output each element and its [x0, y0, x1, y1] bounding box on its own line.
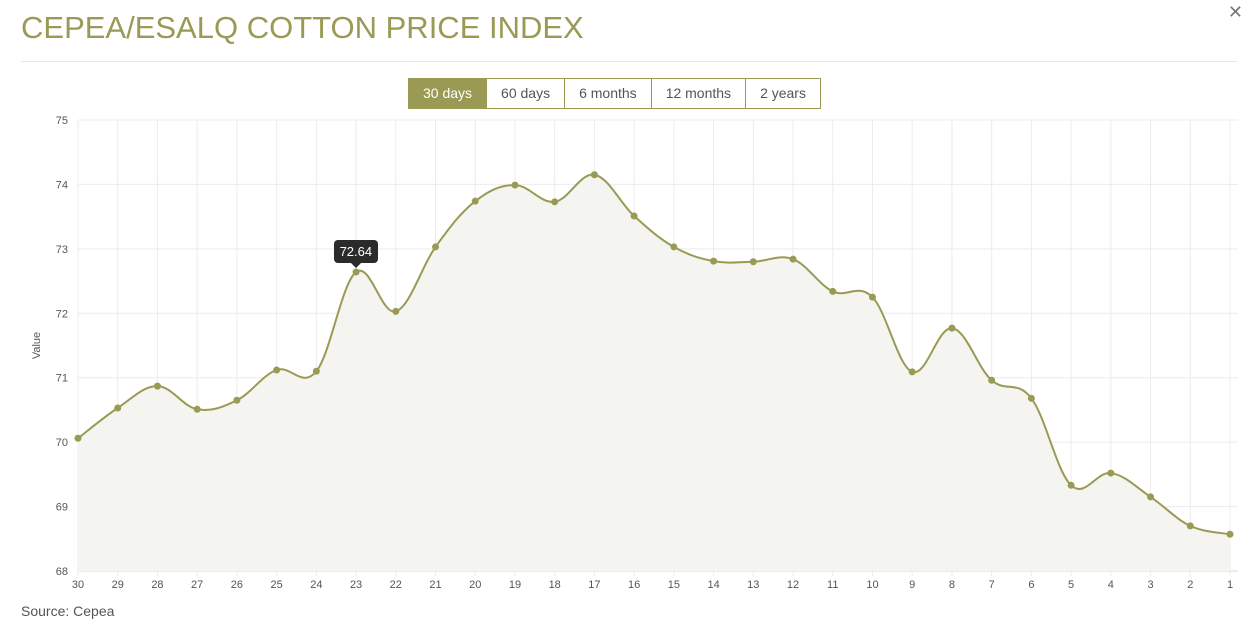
x-tick-label: 26	[231, 579, 243, 591]
x-tick-label: 25	[270, 579, 282, 591]
x-tick-label: 14	[707, 579, 719, 591]
range-button-12-months[interactable]: 12 months	[650, 78, 747, 109]
x-tick-label: 13	[747, 579, 759, 591]
y-tick-label: 75	[56, 115, 68, 127]
data-point-1	[1226, 530, 1234, 538]
data-point-18	[551, 198, 559, 206]
data-point-2	[1186, 522, 1194, 530]
x-tick-label: 23	[350, 579, 362, 591]
data-point-12	[789, 255, 797, 263]
x-tick-label: 8	[949, 579, 955, 591]
data-point-9	[908, 368, 916, 376]
x-tick-label: 19	[509, 579, 521, 591]
y-axis-label: Value	[31, 332, 43, 359]
data-point-28	[153, 382, 161, 390]
data-point-7	[988, 376, 996, 384]
x-tick-label: 1	[1227, 579, 1233, 591]
data-point-27	[193, 405, 201, 413]
x-tick-label: 24	[310, 579, 322, 591]
x-tick-label: 5	[1068, 579, 1074, 591]
x-tick-label: 30	[72, 579, 84, 591]
divider	[21, 61, 1237, 62]
data-point-17	[590, 171, 598, 179]
close-icon[interactable]: ✕	[1227, 2, 1243, 23]
data-point-29	[114, 404, 122, 412]
x-tick-label: 3	[1147, 579, 1153, 591]
y-tick-label: 71	[56, 373, 68, 385]
y-tick-label: 73	[56, 244, 68, 256]
x-tick-label: 20	[469, 579, 481, 591]
data-point-10	[868, 293, 876, 301]
data-point-30	[74, 434, 82, 442]
range-button-6-months[interactable]: 6 months	[564, 78, 652, 109]
source-note: Source: Cepea	[21, 603, 115, 619]
data-point-16	[630, 212, 638, 220]
data-point-13	[749, 258, 757, 266]
data-point-15	[670, 243, 678, 251]
x-tick-label: 18	[549, 579, 561, 591]
data-point-25	[273, 366, 281, 374]
data-point-14	[710, 257, 718, 265]
data-point-24	[312, 367, 320, 375]
data-point-23	[352, 268, 360, 276]
page-title: CEPEA/ESALQ COTTON PRICE INDEX	[21, 10, 584, 45]
x-tick-label: 11	[827, 579, 838, 591]
data-point-11	[829, 287, 837, 295]
x-tick-label: 12	[787, 579, 799, 591]
x-tick-label: 6	[1028, 579, 1034, 591]
x-tick-label: 17	[588, 579, 600, 591]
data-point-20	[471, 197, 479, 205]
x-tick-label: 15	[668, 579, 680, 591]
x-tick-label: 7	[989, 579, 995, 591]
data-point-5	[1067, 481, 1075, 489]
x-tick-label: 21	[429, 579, 441, 591]
x-tick-label: 16	[628, 579, 640, 591]
y-tick-label: 74	[56, 179, 68, 191]
range-selector: 30 days 60 days 6 months 12 months 2 years	[408, 78, 821, 109]
data-point-21	[432, 243, 440, 251]
x-tick-label: 9	[909, 579, 915, 591]
data-point-19	[511, 181, 519, 189]
tooltip: 72.64	[333, 240, 379, 269]
x-tick-label: 27	[191, 579, 203, 591]
area-fill	[78, 174, 1230, 571]
data-point-22	[392, 307, 400, 315]
y-tick-label: 70	[56, 437, 68, 449]
data-point-3	[1147, 493, 1155, 501]
range-button-30-days[interactable]: 30 days	[408, 78, 488, 109]
x-tick-label: 29	[112, 579, 124, 591]
data-point-6	[1027, 394, 1035, 402]
range-button-2-years[interactable]: 2 years	[745, 78, 821, 109]
data-point-4	[1107, 469, 1115, 477]
x-tick-label: 22	[390, 579, 402, 591]
range-button-60-days[interactable]: 60 days	[486, 78, 566, 109]
y-tick-label: 68	[56, 566, 68, 578]
x-tick-label: 10	[866, 579, 878, 591]
data-point-26	[233, 396, 241, 404]
y-tick-label: 69	[56, 502, 68, 514]
x-tick-label: 4	[1108, 579, 1114, 591]
y-tick-label: 72	[56, 308, 68, 320]
data-point-8	[948, 324, 956, 332]
x-tick-label: 2	[1187, 579, 1193, 591]
x-tick-label: 28	[151, 579, 163, 591]
